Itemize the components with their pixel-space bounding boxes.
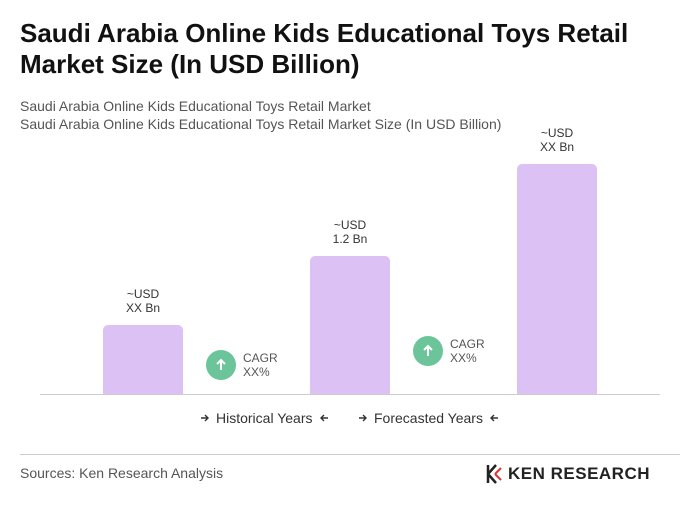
bar — [103, 325, 183, 394]
up-arrow — [423, 344, 433, 356]
source-note: Sources: Ken Research Analysis — [20, 465, 224, 481]
logo-icon — [486, 464, 502, 484]
legend-label: Historical Years — [216, 410, 313, 426]
logo-text: KEN RESEARCH — [508, 464, 651, 483]
annotation: CAGR XX% — [450, 337, 485, 365]
y-axis-label: Saudi Arabia Online Kids Educational Toy… — [20, 116, 502, 132]
plot-area: ~USD XX Bn ~USD 1.2 Bn ~USD XX Bn CAGR XX% C… — [103, 126, 597, 394]
arrow-icon — [489, 414, 498, 422]
legend-item: Historical Years — [200, 410, 329, 426]
cagr-icon — [413, 336, 443, 366]
up-arrow — [216, 358, 226, 370]
bar — [310, 256, 390, 394]
divider — [20, 454, 680, 455]
chart-subtitle: Saudi Arabia Online Kids Educational Toy… — [20, 98, 371, 114]
bar — [517, 164, 597, 394]
arrow-icon — [319, 414, 328, 422]
cagr-icon — [206, 350, 236, 380]
value-label: ~USD XX Bn — [539, 126, 575, 154]
value-label: ~USD XX Bn — [125, 287, 161, 315]
legend-label: Forecasted Years — [374, 410, 483, 426]
legend-item: Forecasted Years — [358, 410, 499, 426]
baseline — [40, 394, 660, 395]
value-label: ~USD 1.2 Bn — [332, 218, 368, 246]
chart-title: Saudi Arabia Online Kids Educational Toy… — [20, 18, 629, 79]
annotation: CAGR XX% — [243, 351, 278, 379]
arrow-icon — [201, 414, 209, 422]
arrow-icon — [359, 414, 367, 422]
logo: KEN RESEARCH — [486, 464, 650, 484]
